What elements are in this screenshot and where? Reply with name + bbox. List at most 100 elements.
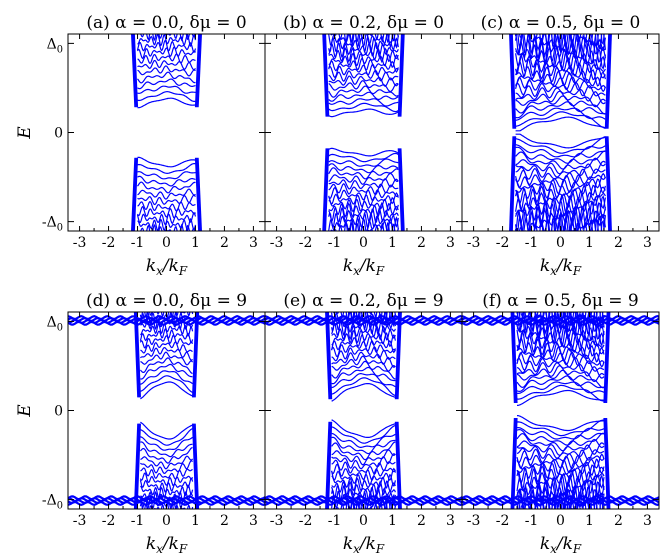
band-line — [137, 163, 196, 175]
band-line — [331, 473, 396, 492]
x-tick-label: 1 — [585, 513, 594, 529]
band-line — [516, 341, 605, 363]
band-line — [197, 157, 202, 231]
band-line — [323, 148, 329, 231]
band-line — [398, 34, 404, 117]
band-line — [328, 152, 399, 163]
band-line — [510, 34, 516, 129]
band-line — [328, 178, 399, 190]
band-line — [516, 419, 605, 437]
x-tick-label: 0 — [162, 513, 171, 529]
band-line — [140, 375, 193, 393]
band-line — [140, 381, 193, 400]
bulk-band-line — [265, 500, 462, 506]
x-tick-label: 1 — [388, 513, 397, 529]
band-line — [328, 163, 399, 174]
chart-panel-c: (c) α = 0.5, δμ = 0 -3 -2 -1 0 1 2 3 kx/kF — [461, 13, 660, 278]
band-line — [140, 428, 193, 446]
band-line — [331, 329, 396, 348]
x-tick-label: -3 — [73, 235, 87, 251]
band-line — [515, 178, 606, 199]
x-tick-label: -2 — [496, 235, 510, 251]
band-line — [331, 453, 396, 470]
x-axis-label: kx/kF — [146, 534, 188, 554]
band-line — [509, 34, 514, 129]
band-line — [328, 186, 399, 202]
panel-title: (f) α = 0.5, δμ = 9 — [482, 291, 639, 311]
band-line — [136, 205, 196, 219]
band-line — [331, 355, 396, 372]
x-axis-label: kx/kF — [343, 256, 385, 278]
band-line — [515, 107, 606, 121]
band-line — [516, 362, 605, 379]
x-tick-label: -1 — [525, 235, 539, 251]
band-line — [515, 95, 606, 115]
band-line — [510, 312, 515, 404]
band-line — [328, 63, 399, 79]
band-line — [396, 312, 402, 400]
band-line — [137, 53, 196, 65]
x-tick-label: 2 — [417, 513, 426, 529]
band-line — [397, 421, 402, 509]
band-line — [137, 171, 196, 180]
band-line — [322, 148, 327, 231]
band-line — [140, 467, 193, 480]
band-line — [516, 458, 605, 480]
x-tick-label: 3 — [446, 513, 455, 529]
band-line — [137, 188, 196, 200]
band-line — [328, 102, 399, 113]
band-line — [322, 34, 327, 117]
panel-title: (e) α = 0.2, δμ = 9 — [283, 291, 443, 311]
band-lines — [265, 312, 462, 509]
band-line — [139, 328, 194, 344]
x-tick-label: 3 — [643, 235, 652, 251]
chart-panel-b: (b) α = 0.2, δμ = 0 -3 -2 -1 0 1 2 3 kx/kF — [264, 13, 463, 278]
band-line — [400, 148, 405, 231]
band-line — [516, 384, 605, 402]
band-line — [194, 157, 200, 231]
x-tick-label: 2 — [614, 235, 623, 251]
band-line — [400, 34, 405, 117]
bulk-band-line — [68, 315, 265, 321]
x-tick-label: -3 — [270, 235, 284, 251]
band-line — [137, 34, 197, 47]
x-tick-label: -2 — [102, 235, 116, 251]
band-line — [516, 464, 605, 484]
band-line — [323, 34, 328, 117]
bulk-band-line — [265, 495, 462, 501]
band-line — [328, 85, 399, 98]
band-line — [398, 148, 404, 231]
band-line — [395, 312, 401, 400]
band-line — [331, 436, 396, 455]
x-tick-label: 1 — [388, 235, 397, 251]
band-line — [331, 432, 396, 448]
panel-title: (d) α = 0.0, δμ = 9 — [86, 291, 247, 311]
band-line — [140, 421, 193, 440]
band-line — [323, 34, 329, 117]
x-tick-label: 1 — [585, 235, 594, 251]
band-line — [140, 455, 194, 470]
band-line — [510, 417, 515, 509]
band-line — [328, 98, 399, 107]
band-lines — [509, 34, 612, 231]
y-tick-label: Δ0 — [47, 36, 63, 55]
band-line — [328, 108, 399, 118]
band-line — [331, 377, 396, 397]
band-line — [606, 34, 612, 129]
band-line — [328, 147, 399, 157]
band-line — [509, 136, 514, 231]
band-line — [324, 148, 330, 231]
x-tick-label: -3 — [467, 235, 481, 251]
chart-panel-d: (d) α = 0.0, δμ = 9 -3 -2 -1 0 1 2 3 Δ0 0 -Δ0 kx/kF… — [15, 291, 266, 554]
band-line — [137, 200, 196, 212]
bulk-band-line — [68, 500, 265, 506]
band-line — [395, 421, 401, 509]
band-line — [140, 460, 193, 475]
band-line — [331, 373, 396, 389]
x-tick-label: -1 — [525, 513, 539, 529]
band-line — [140, 436, 193, 451]
band-line — [515, 218, 605, 231]
band-line — [328, 80, 399, 93]
x-tick-label: 2 — [220, 235, 229, 251]
